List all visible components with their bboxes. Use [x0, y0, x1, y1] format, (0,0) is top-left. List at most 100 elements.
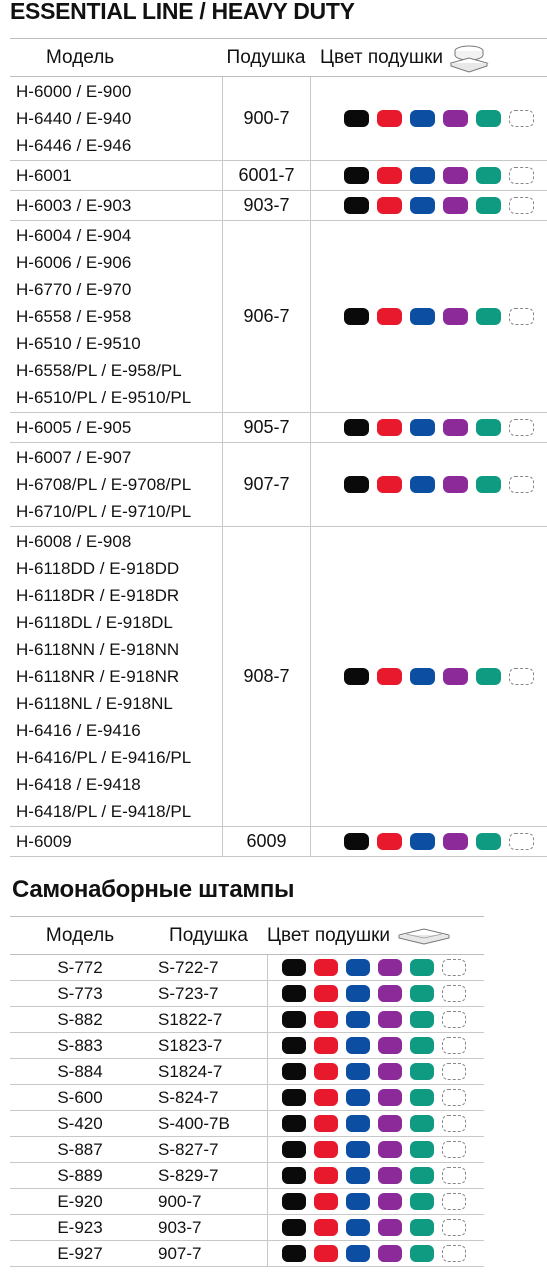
swatch-purple — [378, 1141, 402, 1158]
swatch-blue — [410, 833, 435, 850]
color-cell — [267, 1111, 484, 1136]
swatch-green — [410, 1011, 434, 1028]
swatch-black — [282, 985, 306, 1002]
table-row: S-883 S1823-7 — [10, 1033, 484, 1059]
header-color-cell: Цвет подушки — [267, 925, 484, 947]
model-name: H-6446 / E-946 — [16, 136, 132, 155]
model-name: H-6558/PL / E-958/PL — [16, 361, 182, 380]
pad-code: 6009 — [222, 827, 310, 856]
header-color: Цвет подушки — [267, 924, 391, 946]
model-name: H-6007 / E-907 — [16, 448, 132, 467]
swatch-blue — [346, 1115, 370, 1132]
color-cell — [310, 191, 547, 220]
swatch-blue — [346, 1245, 370, 1262]
swatch-blue — [346, 1193, 370, 1210]
color-cell — [310, 161, 547, 190]
color-cell — [267, 1137, 484, 1162]
swatch-black — [282, 1063, 306, 1080]
header-color-cell: Цвет подушки — [310, 41, 547, 75]
table-row: H-6004 / E-904 H-6006 / E-906 H-6770 / E-9… — [10, 221, 547, 413]
swatch-black — [344, 197, 369, 214]
pad-code: S-400-7B — [158, 1113, 230, 1133]
swatch-blue — [410, 110, 435, 127]
table-row: H-6003 / E-903 903-7 — [10, 191, 547, 221]
pad-table-self-inking: Модель Подушка Цвет подушки S-772 S-722-7… — [10, 916, 484, 1267]
color-swatches — [282, 985, 466, 1002]
model-name: S-887 — [57, 1139, 103, 1159]
swatch-black — [282, 1115, 306, 1132]
model-list: H-6005 / E-905 — [10, 413, 222, 442]
swatch-purple — [443, 308, 468, 325]
swatch-empty — [509, 197, 534, 214]
swatch-empty — [442, 1063, 466, 1080]
table-row: S-773 S-723-7 — [10, 981, 484, 1007]
color-swatches — [344, 110, 534, 127]
model-name: H-6418/PL / E-9418/PL — [16, 802, 192, 821]
table-row: H-6000 / E-900 H-6440 / E-940 H-6446 / E-9… — [10, 77, 547, 161]
swatch-black — [282, 1037, 306, 1054]
color-swatches — [344, 419, 534, 436]
swatch-blue — [410, 668, 435, 685]
swatch-blue — [410, 476, 435, 493]
swatch-purple — [378, 985, 402, 1002]
color-cell — [310, 827, 547, 856]
pad-code: 907-7 — [222, 443, 310, 526]
swatch-purple — [378, 1089, 402, 1106]
model-name: S-884 — [57, 1061, 103, 1081]
swatch-black — [344, 833, 369, 850]
header-pad: Подушка — [226, 46, 306, 68]
swatch-red — [377, 833, 402, 850]
swatch-blue — [410, 167, 435, 184]
swatch-empty — [509, 419, 534, 436]
swatch-green — [476, 833, 501, 850]
swatch-black — [344, 167, 369, 184]
color-cell — [267, 1085, 484, 1110]
swatch-blue — [346, 959, 370, 976]
color-cell — [267, 1189, 484, 1214]
table-row: E-923 903-7 — [10, 1215, 484, 1241]
pad-code: S-824-7 — [158, 1087, 219, 1107]
model-name: H-6118DR / E-918DR — [16, 586, 180, 605]
swatch-black — [282, 1089, 306, 1106]
swatch-empty — [442, 1011, 466, 1028]
pad-code: 903-7 — [158, 1217, 202, 1237]
model-list: H-6008 / E-908 H-6118DD / E-918DD H-6118DR… — [10, 527, 222, 826]
swatch-red — [314, 1011, 338, 1028]
pad-code: 900-7 — [158, 1191, 202, 1211]
model-list: H-6003 / E-903 — [10, 191, 222, 220]
swatch-green — [410, 1245, 434, 1262]
table-row: E-920 900-7 — [10, 1189, 484, 1215]
color-swatches — [282, 1115, 466, 1132]
swatch-green — [410, 959, 434, 976]
stamp-pad-icon — [398, 927, 450, 945]
table-row: H-6008 / E-908 H-6118DD / E-918DD H-6118DR… — [10, 527, 547, 827]
swatch-blue — [346, 1089, 370, 1106]
swatch-black — [344, 668, 369, 685]
swatch-green — [410, 1193, 434, 1210]
color-cell — [267, 1007, 484, 1032]
model-name: H-6003 / E-903 — [16, 196, 132, 215]
swatch-red — [314, 1193, 338, 1210]
swatch-red — [377, 419, 402, 436]
table-row: S-420 S-400-7B — [10, 1111, 484, 1137]
swatch-blue — [346, 1011, 370, 1028]
pad-code: S1823-7 — [158, 1035, 223, 1055]
swatch-purple — [378, 1245, 402, 1262]
swatch-black — [344, 476, 369, 493]
swatch-empty — [442, 1089, 466, 1106]
model-name: E-920 — [57, 1191, 103, 1211]
table-row: H-6001 6001-7 — [10, 161, 547, 191]
color-swatches — [282, 1089, 466, 1106]
color-swatches — [344, 167, 534, 184]
model-name: H-6009 — [16, 832, 72, 851]
swatch-red — [314, 985, 338, 1002]
table-row: S-772 S-722-7 — [10, 955, 484, 981]
swatch-blue — [346, 1037, 370, 1054]
swatch-green — [410, 1219, 434, 1236]
pad-code: S1824-7 — [158, 1061, 223, 1081]
model-list: H-6009 — [10, 827, 222, 856]
swatch-green — [410, 985, 434, 1002]
swatch-blue — [346, 985, 370, 1002]
model-name: H-6710/PL / E-9710/PL — [16, 502, 192, 521]
swatch-blue — [346, 1167, 370, 1184]
